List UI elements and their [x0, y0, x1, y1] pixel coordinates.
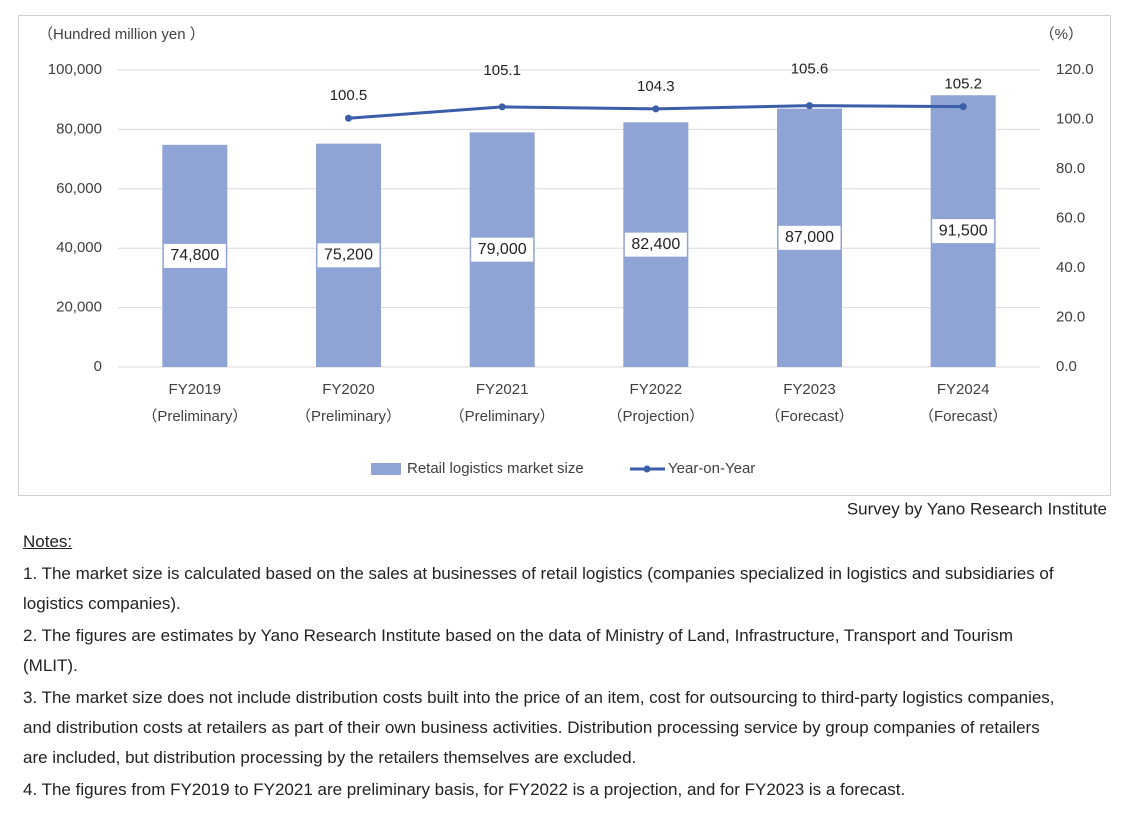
- x-tick-label: （Preliminary）: [142, 408, 247, 425]
- point-label: 105.1: [483, 62, 521, 79]
- y-axis-label: （Hundred million yen ）: [38, 26, 205, 43]
- value-label-box: [624, 232, 687, 257]
- point-label: 105.2: [944, 76, 982, 93]
- legend-swatch: [643, 465, 651, 473]
- y2-tick-label: 80.0: [1056, 160, 1085, 177]
- x-tick-label: FY2022: [630, 381, 683, 398]
- legend-swatch: [371, 463, 401, 475]
- note-item: 2. The figures are estimates by Yano Res…: [23, 626, 1013, 675]
- x-tick-label: FY2021: [476, 381, 529, 398]
- notes: Notes: 1. The market size is calculated …: [23, 527, 1063, 807]
- value-label-box: [471, 237, 534, 262]
- y-tick-label: 0: [94, 358, 102, 375]
- line-point: [498, 103, 506, 111]
- x-tick-label: FY2020: [322, 381, 375, 398]
- note-item: 1. The market size is calculated based o…: [23, 564, 1054, 613]
- value-label: 74,800: [170, 247, 219, 264]
- legend-label: Year-on-Year: [668, 460, 755, 477]
- source: Survey by Yano Research Institute: [847, 499, 1107, 518]
- legend-label: Retail logistics market size: [407, 460, 584, 477]
- point-label: 105.6: [791, 61, 829, 78]
- y-tick-label: 20,000: [56, 299, 102, 316]
- value-label: 75,200: [324, 247, 373, 264]
- value-label: 91,500: [939, 222, 988, 239]
- note-item: 4. The figures from FY2019 to FY2021 are…: [23, 780, 906, 799]
- y2-axis-label: （%）: [1040, 26, 1083, 43]
- x-tick-label: （Projection）: [607, 408, 704, 425]
- value-label-box: [163, 243, 226, 268]
- x-tick-label: （Forecast）: [919, 408, 1007, 425]
- y-tick-label: 100,000: [48, 61, 102, 78]
- notes-heading: Notes:: [23, 532, 73, 551]
- value-label: 82,400: [631, 236, 680, 253]
- y-tick-label: 60,000: [56, 180, 102, 197]
- value-label-box: [932, 219, 995, 244]
- line-point: [345, 114, 352, 122]
- x-tick-label: FY2019: [169, 381, 222, 398]
- y2-tick-label: 120.0: [1056, 61, 1094, 78]
- line-point: [806, 102, 813, 110]
- y2-tick-label: 0.0: [1056, 358, 1077, 375]
- y2-tick-label: 60.0: [1056, 209, 1085, 226]
- x-tick-label: FY2024: [937, 381, 990, 398]
- value-label-box: [778, 225, 841, 250]
- x-tick-label: （Preliminary）: [450, 408, 555, 425]
- value-label: 87,000: [785, 229, 834, 246]
- line-point: [959, 103, 967, 111]
- chart: （Hundred million yen ） （%） Survey by Yan…: [18, 15, 1111, 518]
- value-label: 79,000: [478, 241, 527, 258]
- value-label-box: [317, 243, 380, 268]
- y2-tick-label: 40.0: [1056, 259, 1085, 276]
- y2-tick-label: 100.0: [1056, 110, 1094, 127]
- y-tick-label: 80,000: [56, 120, 102, 137]
- point-label: 104.3: [637, 78, 675, 95]
- x-tick-label: FY2023: [783, 381, 836, 398]
- line-point: [652, 105, 660, 113]
- note-item: 3. The market size does not include dist…: [23, 688, 1055, 767]
- y2-tick-label: 20.0: [1056, 308, 1085, 325]
- x-tick-label: （Preliminary）: [296, 408, 401, 425]
- point-label: 100.5: [330, 87, 368, 104]
- x-tick-label: （Forecast）: [765, 408, 853, 425]
- y-tick-label: 40,000: [56, 239, 102, 256]
